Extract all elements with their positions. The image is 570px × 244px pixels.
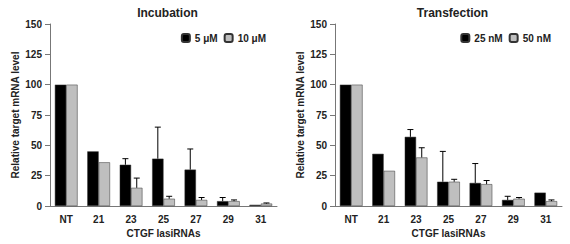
svg-text:21: 21 [378,214,390,225]
svg-text:31: 31 [540,214,552,225]
svg-text:125: 125 [310,49,327,60]
svg-text:27: 27 [475,214,487,225]
svg-text:5 μM: 5 μM [195,33,218,44]
svg-text:0: 0 [321,201,327,212]
svg-text:25 nM: 25 nM [474,33,502,44]
svg-text:21: 21 [93,214,105,225]
svg-text:25: 25 [316,170,328,181]
svg-text:23: 23 [411,214,423,225]
svg-text:150: 150 [310,19,327,30]
svg-text:29: 29 [223,214,235,225]
svg-text:50: 50 [31,140,43,151]
svg-text:Relative target mRNA level: Relative target mRNA level [10,51,21,178]
svg-text:Incubation: Incubation [137,6,198,20]
svg-text:75: 75 [316,110,328,121]
svg-text:Relative target mRNA level: Relative target mRNA level [295,51,306,178]
svg-text:10 μM: 10 μM [238,33,266,44]
svg-text:150: 150 [25,19,42,30]
svg-text:25: 25 [31,170,43,181]
svg-text:29: 29 [508,214,520,225]
svg-text:27: 27 [190,214,202,225]
svg-text:NT: NT [60,214,73,225]
svg-text:75: 75 [31,110,43,121]
svg-text:125: 125 [25,49,42,60]
svg-text:25: 25 [443,214,455,225]
svg-text:31: 31 [255,214,267,225]
svg-text:50: 50 [316,140,328,151]
svg-text:0: 0 [36,201,42,212]
svg-text:100: 100 [310,79,327,90]
svg-text:CTGF lasiRNAs: CTGF lasiRNAs [412,228,486,239]
svg-text:Transfection: Transfection [417,6,488,20]
svg-text:100: 100 [25,79,42,90]
svg-text:NT: NT [345,214,358,225]
svg-text:50 nM: 50 nM [523,33,551,44]
svg-text:25: 25 [158,214,170,225]
svg-text:23: 23 [126,214,138,225]
svg-text:CTGF lasiRNAs: CTGF lasiRNAs [127,228,201,239]
